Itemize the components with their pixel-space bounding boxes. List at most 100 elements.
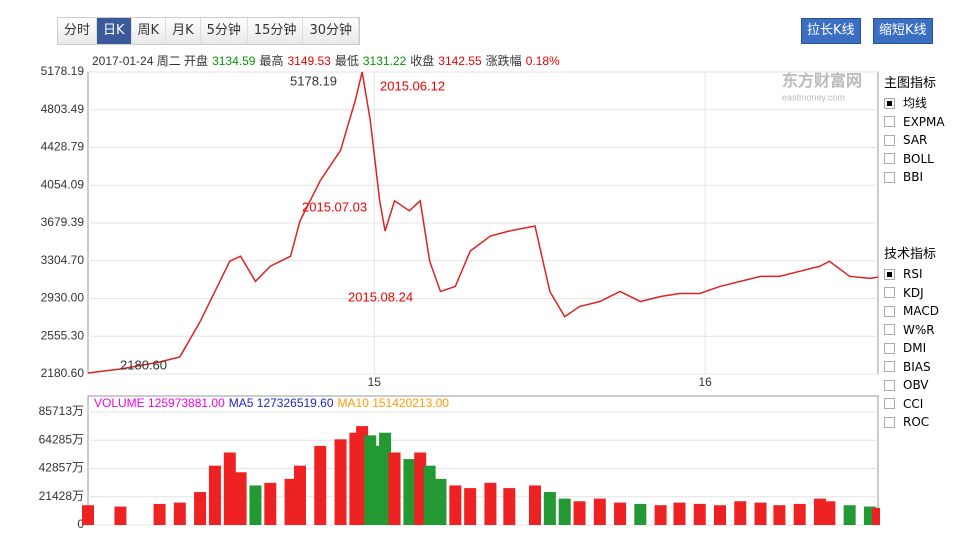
tab[interactable]: 30分钟 — [303, 18, 359, 44]
volume-bar — [673, 502, 686, 525]
volume-bar — [464, 488, 477, 525]
volume-bar — [114, 506, 127, 525]
y-tick-label: 4428.79 — [41, 140, 85, 154]
indicator-title: 主图指标 — [884, 76, 937, 91]
indicator-label: W%R — [903, 322, 935, 337]
checkbox[interactable] — [884, 398, 895, 410]
checkbox[interactable] — [884, 305, 895, 317]
x-tick-label: 16 — [698, 375, 712, 389]
tab[interactable]: 日K — [97, 18, 132, 44]
info-item: 3149.53 — [287, 54, 331, 68]
y-tick-label: 3304.70 — [41, 253, 85, 267]
volume-bar — [528, 485, 541, 525]
tab[interactable]: 分时 — [58, 18, 98, 44]
indicator-item[interactable]: KDJ — [884, 284, 939, 303]
volume-bar — [558, 498, 571, 525]
indicator-item[interactable]: CCI — [884, 395, 939, 414]
volume-bar — [449, 485, 462, 525]
y-tick-label: 85713万 — [39, 404, 84, 418]
indicator-label: RSI — [903, 267, 923, 281]
legend-entry: VOLUME 125973881.00 — [94, 396, 225, 410]
volume-bar — [234, 472, 247, 525]
indicator-label: OBV — [903, 378, 929, 392]
volume-bar — [364, 435, 377, 525]
volume-bar — [403, 459, 416, 525]
indicator-item[interactable]: OBV — [884, 376, 939, 395]
y-tick-label: 2180.60 — [41, 366, 85, 380]
volume-bar — [823, 501, 836, 525]
checkbox[interactable] — [884, 287, 895, 299]
checkbox[interactable] — [884, 361, 895, 373]
info-item: 最低 — [335, 54, 359, 68]
tab[interactable]: 15分钟 — [248, 18, 304, 44]
volume-bar — [434, 478, 447, 525]
info-item: 3134.59 — [212, 54, 256, 68]
volume-bar — [414, 452, 427, 525]
tech-indicators: 技术指标 RSI KDJ MACD W%R DMI BIAS OBV CCI ROC — [884, 243, 939, 432]
indicator-item[interactable]: BOLL — [884, 150, 945, 169]
annotation: 2015.08.24 — [348, 289, 413, 304]
indicator-label: ROC — [903, 415, 930, 429]
y-tick-label: 4803.49 — [41, 102, 85, 116]
main-indicators: 主图指标均线 EXPMA SAR BOLL BBI — [884, 72, 945, 187]
indicator-label: EXPMA — [903, 114, 945, 129]
indicator-item[interactable]: 均线 — [884, 94, 945, 113]
y-tick-label: 21428万 — [39, 489, 84, 503]
indicator-label: SAR — [903, 133, 928, 147]
indicator-label: DMI — [903, 341, 927, 355]
volume-bar — [843, 505, 856, 525]
indicator-item[interactable]: DMI — [884, 339, 939, 358]
volume-bar — [614, 502, 627, 525]
indicator-item[interactable]: ROC — [884, 413, 939, 432]
indicator-label: MACD — [903, 304, 939, 318]
indicator-label: CCI — [903, 396, 924, 411]
volume-bar — [264, 482, 277, 525]
button[interactable]: 拉长K线 — [801, 18, 861, 44]
button[interactable]: 缩短K线 — [873, 18, 933, 44]
info-item: 最高 — [259, 53, 283, 68]
volume-bar — [872, 507, 880, 525]
info-item: 收盘 — [410, 53, 434, 68]
checkbox[interactable] — [884, 134, 895, 146]
indicator-item[interactable]: RSI — [884, 265, 939, 284]
volume-bar — [208, 465, 221, 525]
price-line — [87, 71, 879, 374]
indicator-label: BOLL — [903, 151, 934, 166]
volume-bar — [634, 503, 647, 525]
y-tick-label: 2930.00 — [41, 291, 85, 305]
indicator-item[interactable]: BIAS — [884, 358, 939, 377]
period-tabs: 分时 日K 周K 月K 5分钟 15分钟 30分钟 — [57, 17, 360, 45]
x-tick-label: 15 — [368, 375, 382, 389]
legend-entry: MA5 127326519.60 — [229, 396, 334, 410]
checkbox[interactable] — [884, 342, 895, 354]
volume-bar — [654, 505, 667, 525]
y-tick-label: 5178.19 — [41, 64, 85, 78]
indicator-item[interactable]: MACD — [884, 302, 939, 321]
checkbox[interactable] — [884, 379, 895, 391]
volume-bar — [153, 503, 166, 525]
indicator-item[interactable]: W%R — [884, 321, 939, 340]
checkbox[interactable] — [884, 97, 895, 109]
indicator-item[interactable]: EXPMA — [884, 113, 945, 132]
checkbox[interactable] — [884, 116, 895, 128]
checkbox[interactable] — [884, 324, 895, 336]
indicator-item[interactable]: BBI — [884, 168, 945, 187]
indicator-label: BBI — [903, 170, 924, 184]
volume-bar — [813, 498, 826, 525]
checkbox[interactable] — [884, 153, 895, 165]
tab[interactable]: 月K — [166, 18, 201, 44]
tab[interactable]: 5分钟 — [201, 18, 248, 44]
tab[interactable]: 周K — [132, 18, 167, 44]
indicator-label: BIAS — [903, 359, 931, 374]
volume-bar — [484, 482, 497, 525]
y-tick-label: 42857万 — [39, 461, 84, 475]
checkbox[interactable] — [884, 171, 895, 183]
indicator-label: 均线 — [903, 96, 928, 110]
volume-bar — [773, 505, 786, 525]
volume-bar — [284, 478, 297, 525]
checkbox[interactable] — [884, 268, 895, 280]
volume-bar — [223, 452, 236, 525]
indicator-item[interactable]: SAR — [884, 131, 945, 150]
checkbox[interactable] — [884, 416, 895, 428]
